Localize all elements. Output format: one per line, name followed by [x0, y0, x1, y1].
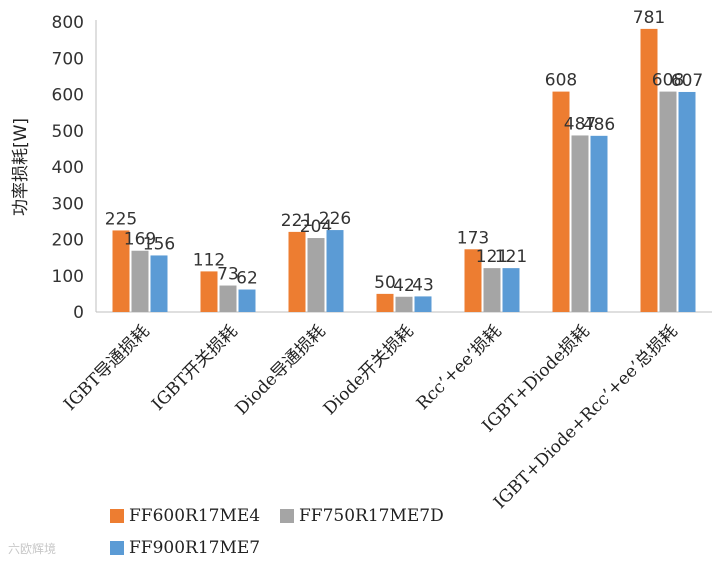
watermark: 六欧辉境 — [8, 542, 57, 556]
bar — [150, 255, 168, 312]
y-tick-label: 400 — [52, 158, 84, 178]
legend-item-ff600r17me4: FF600R17ME4 — [110, 506, 260, 526]
data-label: 225 — [105, 209, 137, 229]
data-label: 226 — [319, 209, 351, 229]
data-label: 121 — [495, 247, 527, 267]
x-tick-label: Rcc’+ee’损耗 — [413, 321, 506, 414]
legend-label-ff900r17me7: FF900R17ME7 — [129, 538, 261, 558]
bar — [502, 268, 520, 312]
data-label: 42 — [393, 276, 415, 296]
data-label: 156 — [143, 234, 175, 254]
legend-item-ff900r17me7: FF900R17ME7 — [110, 538, 260, 558]
bar — [112, 230, 130, 312]
legend-label-ff600r17me4: FF600R17ME4 — [129, 506, 261, 526]
bar — [376, 293, 394, 312]
bar — [288, 231, 306, 312]
legend-item-ff750r17me7d: FF750R17ME7D — [280, 506, 444, 526]
legend: FF600R17ME4 FF750R17ME7D FF900R17ME7 — [110, 506, 470, 562]
x-tick-label: IGBT+Diode+Rcc’+ee’总损耗 — [490, 321, 682, 513]
y-tick-label: 700 — [52, 49, 84, 69]
bar — [307, 238, 325, 312]
data-label: 487 — [564, 114, 596, 134]
y-tick-label: 500 — [52, 122, 84, 142]
bar — [464, 249, 482, 312]
bar — [659, 91, 677, 312]
y-tick-label: 300 — [52, 194, 84, 214]
y-tick-label: 200 — [52, 231, 84, 251]
bar — [326, 230, 344, 312]
data-label: 173 — [457, 228, 489, 248]
legend-swatch-ff900r17me7 — [110, 541, 124, 555]
bar — [483, 268, 501, 312]
bar — [590, 135, 608, 312]
data-label: 169 — [124, 230, 156, 250]
data-label: 486 — [583, 115, 615, 135]
bar — [219, 285, 237, 312]
bar — [571, 135, 589, 312]
data-label: 121 — [476, 247, 508, 267]
data-label: 62 — [236, 269, 258, 289]
data-label: 608 — [652, 71, 684, 91]
y-tick-label: 600 — [52, 86, 84, 106]
x-tick-label: Diode导通损耗 — [232, 321, 330, 419]
data-label: 43 — [412, 275, 434, 295]
legend-swatch-ff750r17me7d — [280, 509, 294, 523]
x-tick-label: IGBT导通损耗 — [60, 321, 153, 414]
data-label: 50 — [374, 273, 396, 293]
legend-label-ff750r17me7d: FF750R17ME7D — [299, 506, 444, 526]
bar — [640, 28, 658, 312]
bar — [395, 296, 413, 312]
data-label: 112 — [193, 250, 225, 270]
y-tick-label: 800 — [52, 13, 84, 33]
x-tick-label: IGBT开关损耗 — [148, 321, 241, 414]
bar — [678, 91, 696, 313]
bar — [238, 289, 256, 312]
data-label: 608 — [545, 71, 577, 91]
y-tick-label: 0 — [73, 303, 84, 323]
y-tick-label: 100 — [52, 267, 84, 287]
bar — [131, 250, 149, 312]
bar — [552, 91, 570, 312]
legend-swatch-ff600r17me4 — [110, 509, 124, 523]
data-label: 607 — [671, 71, 703, 91]
y-axis-label: 功率损耗[W] — [11, 118, 31, 216]
data-label: 204 — [300, 217, 332, 237]
bar — [414, 296, 432, 312]
data-label: 221 — [281, 211, 313, 231]
x-tick-label: Diode开关损耗 — [320, 321, 418, 419]
data-label: 73 — [217, 265, 239, 285]
data-label: 781 — [633, 8, 665, 28]
bar — [200, 271, 218, 312]
